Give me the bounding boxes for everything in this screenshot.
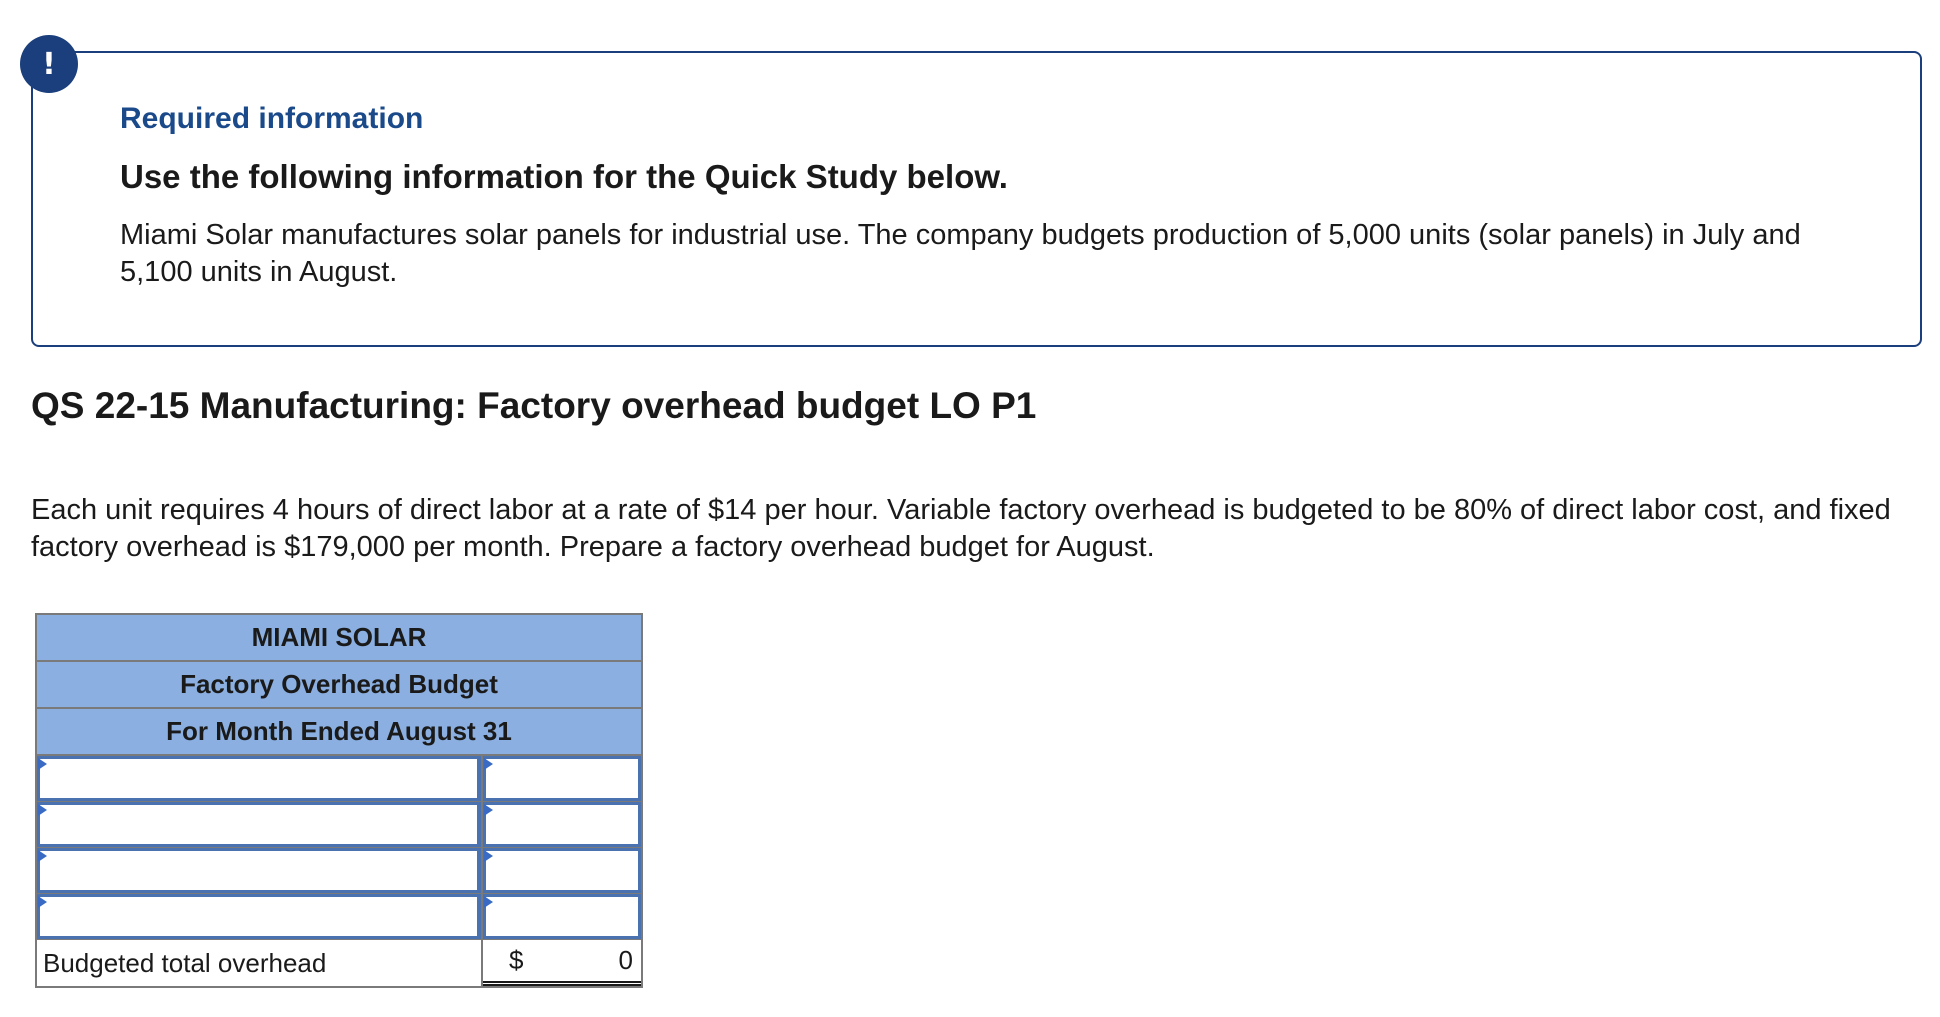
budget-row-label-cell [37,894,483,939]
factory-overhead-budget-table: MIAMI SOLAR Factory Overhead Budget For … [35,613,643,988]
budget-row-2 [37,802,641,848]
exclamation-icon: ! [20,35,78,93]
budget-row-amount-cell [483,756,641,801]
budget-row-2-amount-input[interactable] [483,802,641,847]
budget-row-3 [37,848,641,894]
total-value: 0 [618,945,633,975]
question-body-text: Each unit requires 4 hours of direct lab… [31,494,1891,563]
budget-row-3-amount-input[interactable] [483,848,641,893]
budget-row-4 [37,894,641,940]
budget-row-4-label-input[interactable] [37,894,481,939]
budget-row-amount-cell [483,848,641,893]
budget-row-4-amount-input[interactable] [483,894,641,939]
budget-row-label-cell [37,848,483,893]
required-information-heading: Required information [120,102,424,135]
budget-row-1 [37,756,641,802]
budget-row-2-label-input[interactable] [37,802,481,847]
budget-row-amount-cell [483,894,641,939]
info-subheading: Use the following information for the Qu… [120,158,1008,195]
budget-total-row: Budgeted total overhead $ 0 [37,940,641,986]
budget-row-label-cell [37,802,483,847]
budget-title: Factory Overhead Budget [37,662,641,709]
budget-total-amount: $ 0 [483,940,641,986]
question-title: QS 22-15 Manufacturing: Factory overhead… [31,385,1037,426]
required-information-box: Required information Use the following i… [31,51,1922,347]
info-body-text: Miami Solar manufactures solar panels fo… [120,219,1801,288]
budget-row-1-amount-input[interactable] [483,756,641,801]
budget-company-name: MIAMI SOLAR [37,615,641,662]
budget-row-label-cell [37,756,483,801]
budget-row-1-label-input[interactable] [37,756,481,801]
budget-row-amount-cell [483,802,641,847]
budget-total-label: Budgeted total overhead [37,940,483,986]
budget-row-3-label-input[interactable] [37,848,481,893]
budget-period: For Month Ended August 31 [37,709,641,756]
total-currency-symbol: $ [509,945,524,975]
